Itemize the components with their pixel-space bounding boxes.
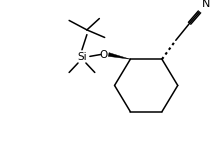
- Text: Si: Si: [77, 52, 87, 62]
- Text: O: O: [100, 50, 108, 60]
- Text: N: N: [202, 0, 211, 9]
- Polygon shape: [108, 53, 130, 59]
